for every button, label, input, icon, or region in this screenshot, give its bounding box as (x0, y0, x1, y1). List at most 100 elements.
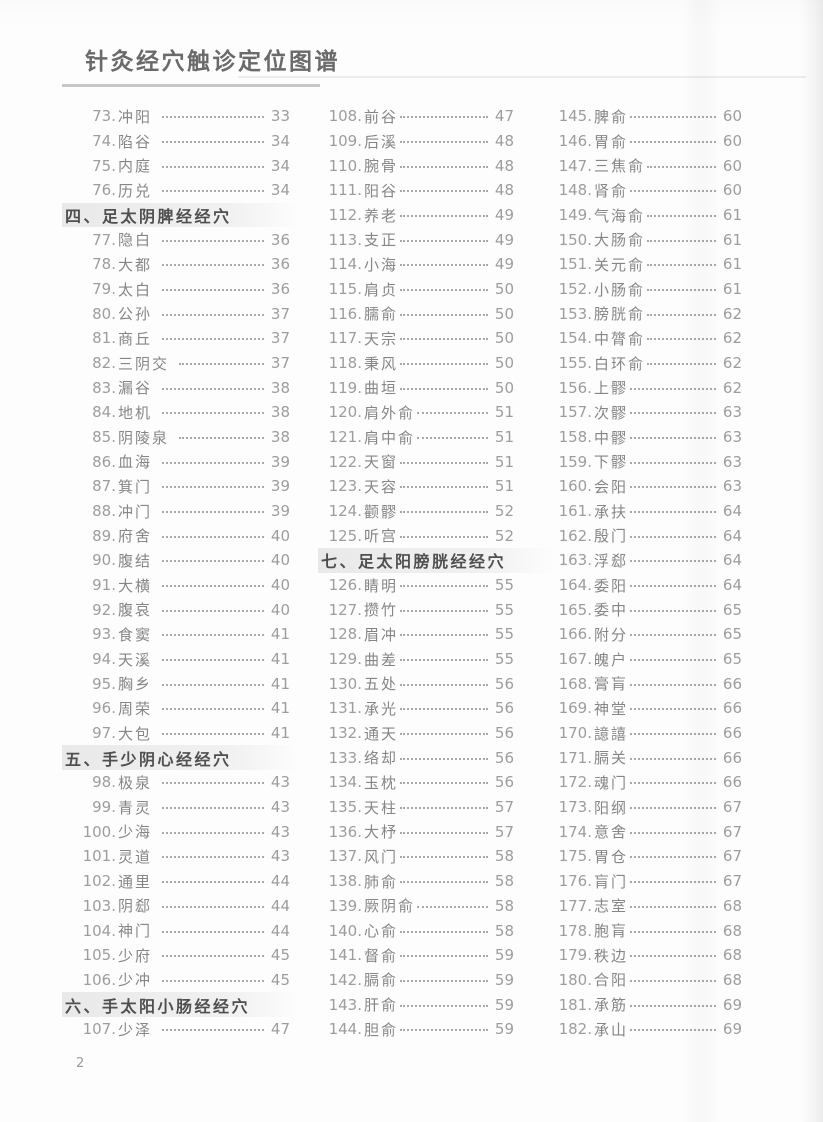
entry-number: 160. (558, 477, 592, 496)
entry-page-number: 36 (270, 255, 290, 274)
entry-page-number: 60 (722, 181, 742, 200)
dot-leader (400, 979, 488, 982)
entry-name: 通天 (364, 724, 399, 743)
entry-number: 87. (92, 477, 116, 496)
entry-name: 大杼 (364, 823, 399, 842)
entry-page-number: 58 (494, 921, 514, 940)
entry-page-number: 48 (494, 156, 514, 175)
entry-number: 144. (328, 1020, 362, 1039)
entry-name: 膈关 (594, 749, 629, 768)
entry-page-number: 58 (494, 896, 514, 915)
entry-page-number: 38 (270, 428, 290, 447)
dot-leader (162, 807, 264, 810)
entry-name: 五处 (364, 675, 399, 694)
entry-number: 80. (92, 304, 116, 323)
entry-number: 134. (328, 773, 362, 792)
entry-name: 小肠俞 (594, 280, 646, 299)
toc-entry: 137. 风门 58 (318, 844, 514, 869)
dot-leader (630, 905, 716, 908)
dot-leader (400, 634, 488, 637)
dot-leader (630, 190, 716, 193)
entry-number: 105. (82, 946, 116, 965)
dot-leader (630, 831, 716, 834)
toc-entry: 109. 后溪 48 (318, 129, 514, 154)
toc-entry: 80. 公孙 37 (62, 301, 290, 326)
toc-entry: 104. 神门 44 (62, 918, 290, 943)
dot-leader (400, 757, 488, 760)
entry-page-number: 34 (270, 181, 290, 200)
entry-number: 76. (92, 181, 116, 200)
entry-number: 112. (328, 206, 362, 225)
toc-entry: 74. 陷谷 34 (62, 129, 290, 154)
entry-number: 176. (558, 872, 592, 891)
entry-name: 肾俞 (594, 181, 629, 200)
entry-name: 支正 (364, 231, 399, 250)
page-title: 针灸经穴触诊定位图谱 (85, 49, 340, 75)
toc-entry: 151. 关元俞 61 (556, 252, 742, 277)
dot-leader (630, 387, 716, 390)
entry-page-number: 69 (722, 995, 742, 1014)
toc-entry: 122. 天窗 51 (318, 449, 514, 474)
entry-number: 166. (558, 625, 592, 644)
entry-page-number: 34 (270, 132, 290, 150)
entry-page-number: 40 (270, 551, 290, 570)
toc-entry: 92. 腹哀 40 (62, 597, 290, 622)
toc-entry: 125. 听宫 52 (318, 523, 514, 548)
entry-number: 126. (328, 576, 362, 595)
entry-page-number: 55 (494, 650, 514, 669)
entry-number: 101. (82, 847, 116, 866)
toc-entry: 165. 委中 65 (556, 597, 742, 622)
dot-leader (179, 437, 264, 440)
dot-leader (162, 955, 264, 958)
dot-leader (162, 634, 264, 637)
toc-entry: 154. 中膂俞 62 (556, 326, 742, 351)
toc-entry: 86. 血海 39 (62, 449, 290, 474)
entry-page-number: 56 (494, 699, 514, 718)
toc-entry: 82. 三阴交 37 (62, 351, 290, 376)
entry-name: 白环俞 (594, 354, 646, 373)
dot-leader (417, 412, 488, 415)
dot-leader (630, 856, 716, 859)
entry-name: 中髎 (594, 428, 629, 447)
dot-leader (162, 659, 264, 662)
dot-leader (400, 930, 488, 933)
toc-entry: 112. 养老 49 (318, 203, 514, 228)
entry-number: 180. (558, 970, 592, 989)
entry-name: 承扶 (594, 502, 629, 521)
section-heading: 七、足太阳膀胱经经穴 (318, 548, 553, 573)
dot-leader (162, 190, 264, 193)
toc-entry: 167. 魄户 65 (556, 647, 742, 672)
entry-name: 委中 (594, 601, 629, 620)
entry-page-number: 40 (270, 600, 290, 619)
toc-entry: 128. 眉冲 55 (318, 622, 514, 647)
entry-number: 98. (92, 773, 116, 792)
dot-leader (400, 733, 488, 736)
entry-number: 181. (558, 995, 592, 1014)
dot-leader (162, 831, 264, 834)
entry-number: 158. (558, 428, 592, 447)
entry-number: 92. (92, 600, 116, 619)
entry-page-number: 39 (270, 502, 290, 521)
entry-number: 156. (558, 378, 592, 397)
entry-page-number: 50 (494, 329, 514, 348)
entry-number: 128. (328, 625, 362, 644)
dot-leader (162, 387, 264, 390)
entry-name: 膀胱俞 (594, 305, 646, 324)
entry-number: 162. (558, 526, 592, 545)
dot-leader (162, 511, 264, 514)
entry-page-number: 66 (722, 773, 742, 792)
entry-page-number: 50 (494, 280, 514, 299)
dot-leader (400, 338, 488, 341)
entry-number: 161. (558, 502, 592, 521)
entry-name: 督俞 (364, 946, 399, 965)
section-heading: 四、足太阴脾经经穴 (62, 202, 299, 228)
toc-entry: 118. 秉风 50 (318, 351, 514, 376)
entry-number: 114. (328, 255, 362, 274)
entry-name: 通里 (118, 872, 153, 891)
dot-leader (400, 190, 488, 193)
entry-name: 秩边 (594, 946, 629, 965)
entry-page-number: 43 (270, 847, 290, 866)
entry-page-number: 61 (722, 230, 742, 249)
entry-name: 厥阴俞 (364, 897, 416, 916)
entry-name: 胃俞 (594, 132, 629, 151)
